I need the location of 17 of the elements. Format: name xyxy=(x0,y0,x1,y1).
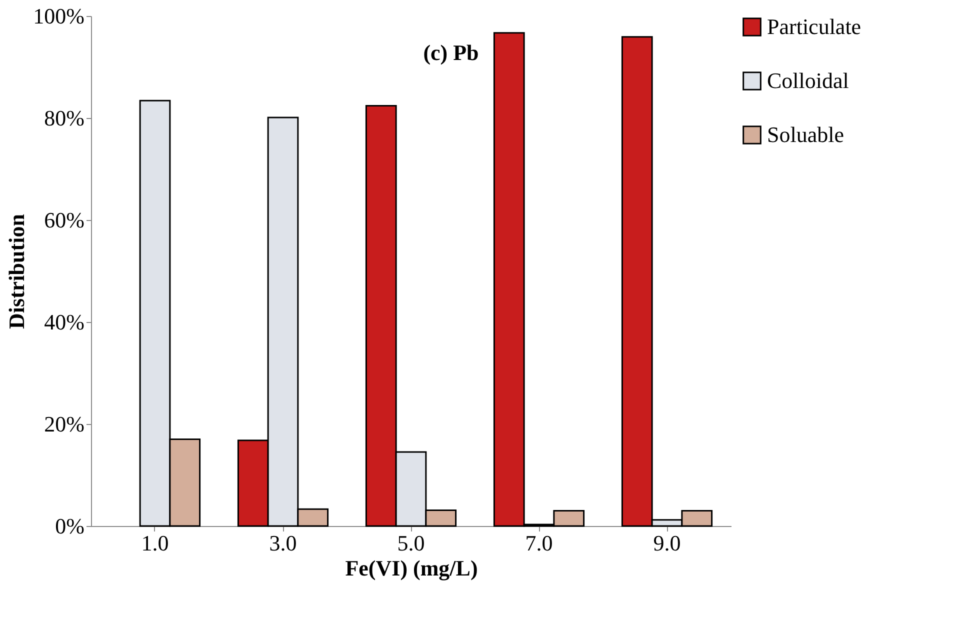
y-tick-label: 80% xyxy=(44,106,84,130)
x-tick-label: 5.0 xyxy=(397,530,425,556)
x-tick-label: 9.0 xyxy=(653,530,681,556)
y-tick-label: 100% xyxy=(33,4,84,28)
y-tick-label: 60% xyxy=(44,208,84,232)
legend-label: Soluable xyxy=(767,122,844,147)
legend-label: Colloidal xyxy=(767,68,849,93)
y-axis-title: Distribution xyxy=(4,214,30,329)
x-tick-label: 1.0 xyxy=(141,530,169,556)
text: (c) Pb xyxy=(423,40,479,65)
y-tick-label: 20% xyxy=(44,412,84,436)
x-axis-title: Fe(VI) (mg/L) xyxy=(345,556,478,580)
x-tick-label: 7.0 xyxy=(525,530,553,556)
legend-label: Particulate xyxy=(767,14,862,39)
x-tick-label: 3.0 xyxy=(269,530,297,556)
y-tick-label: 40% xyxy=(44,310,84,334)
y-tick-label: 0% xyxy=(55,514,84,538)
